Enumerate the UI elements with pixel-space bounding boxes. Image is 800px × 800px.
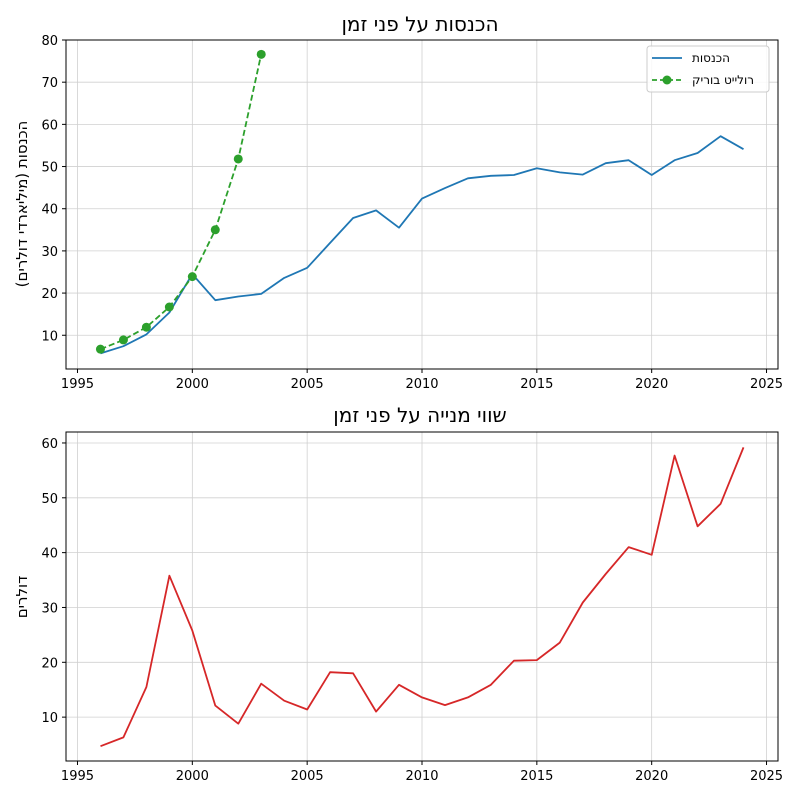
share-price-x-tick-label: 2005 [291, 769, 324, 784]
legend-label-forecast: רולייט בוריק [692, 73, 754, 87]
revenue-series-group [95, 49, 744, 355]
revenue-y-tick-label: 60 [41, 118, 58, 133]
revenue-series-1-point [233, 154, 243, 164]
revenue-chart-title: הכנסות על פני זמן [341, 12, 498, 36]
revenue-x-tick-label: 2000 [176, 377, 209, 392]
revenue-y-tick-label: 40 [41, 203, 58, 218]
share-price-x-tick-label: 2000 [176, 769, 209, 784]
revenue-x-tick-label: 2005 [291, 377, 324, 392]
share-price-chart: שווי מנייה על פני זמן דולרים 1995 2000 200… [13, 403, 783, 784]
revenue-x-tick-label: 2020 [635, 377, 668, 392]
share-price-y-tick-label: 40 [41, 547, 58, 562]
share-price-y-tick-label: 10 [41, 711, 58, 726]
legend-marker-forecast [662, 75, 672, 85]
revenue-plot-frame [65, 39, 779, 370]
revenue-x-tick-label: 2025 [750, 377, 783, 392]
share-price-y-tick-label: 30 [41, 601, 58, 616]
revenue-series-0-line [100, 135, 744, 355]
revenue-y-tick-label: 20 [41, 287, 58, 302]
revenue-x-tick-label: 2010 [405, 377, 438, 392]
share-price-chart-title: שווי מנייה על פני זמן [333, 403, 506, 427]
revenue-y-tick-label: 30 [41, 245, 58, 260]
revenue-chart: הכנסות על פני זמן הכנסות (מיליארדי דולרי… [13, 12, 783, 392]
share-price-series-group [100, 447, 745, 748]
share-price-x-tick-label: 2010 [405, 769, 438, 784]
revenue-x-tick-label: 1995 [61, 377, 94, 392]
share-price-y-axis-label: דולרים [13, 576, 31, 619]
share-price-ticks: 1995 2000 2005 2010 2015 2020 2025 10 20 30 40 50 60 [41, 437, 783, 784]
revenue-series-1-point [95, 344, 105, 354]
share-price-grid [66, 432, 778, 761]
revenue-series-1-point [256, 49, 266, 59]
share-price-y-tick-label: 50 [41, 492, 58, 507]
revenue-y-tick-label: 70 [41, 76, 58, 91]
share-price-y-tick-label: 20 [41, 656, 58, 671]
revenue-legend: הכנסות רולייט בוריק [646, 45, 770, 93]
share-price-x-tick-label: 1995 [61, 769, 94, 784]
revenue-series-1-point [187, 272, 197, 282]
share-price-x-tick-label: 2020 [635, 769, 668, 784]
revenue-y-tick-label: 10 [41, 329, 58, 344]
share-price-x-tick-label: 2015 [520, 769, 553, 784]
revenue-series-1-point [210, 225, 220, 235]
revenue-ticks: 1995 2000 2005 2010 2015 2020 2025 10 20 30 40 50 60… [41, 34, 783, 392]
share-price-plot-frame [65, 431, 779, 762]
revenue-series-1-point [164, 302, 174, 312]
revenue-y-tick-label: 50 [41, 161, 58, 176]
revenue-series-1-point [141, 322, 151, 332]
revenue-y-axis-label: הכנסות (מיליארדי דולרים) [13, 121, 31, 288]
revenue-y-tick-label: 80 [41, 34, 58, 49]
share-price-series-0-line [100, 447, 745, 748]
revenue-series-1-point [118, 335, 128, 345]
share-price-y-tick-label: 60 [41, 437, 58, 452]
revenue-x-tick-label: 2015 [520, 377, 553, 392]
revenue-series-1-line [100, 54, 263, 351]
legend-label-revenue: הכנסות [692, 51, 730, 65]
share-price-x-tick-label: 2025 [750, 769, 783, 784]
